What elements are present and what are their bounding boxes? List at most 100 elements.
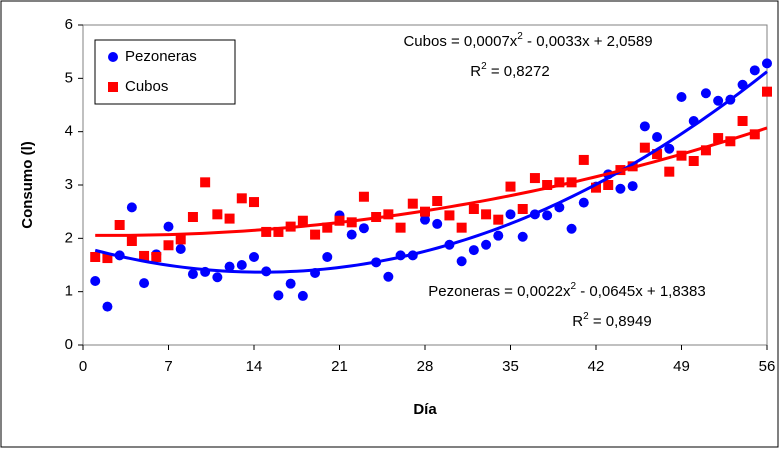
data-point (652, 132, 663, 142)
data-point (639, 142, 650, 153)
data-point (468, 245, 479, 256)
x-tick-label: 14 (246, 358, 263, 375)
data-point (762, 58, 772, 69)
legend-marker (108, 52, 118, 62)
data-point (737, 116, 748, 126)
data-point (383, 271, 394, 282)
data-point (529, 173, 540, 184)
y-tick-label: 0 (65, 336, 73, 353)
data-point (175, 234, 186, 245)
y-tick-label: 2 (65, 229, 73, 246)
data-point (249, 252, 259, 262)
data-point (432, 196, 443, 206)
data-point (310, 229, 321, 240)
data-point (334, 215, 345, 226)
trendline-equation: Cubos = 0,0007x2 - 0,0033x + 2,0589 (403, 31, 652, 50)
trendline-equation-part: 2 (517, 31, 523, 42)
data-point (212, 272, 223, 283)
data-point (102, 301, 113, 312)
data-point (151, 252, 162, 262)
data-point (566, 223, 577, 234)
data-point (639, 121, 650, 132)
data-point (114, 220, 125, 230)
trendline-r2-part: 2 (481, 61, 487, 72)
data-point (749, 129, 760, 140)
data-point (273, 226, 284, 237)
y-axis-title: Consumo (l) (19, 141, 36, 229)
data-point (652, 149, 663, 160)
data-point (554, 177, 565, 188)
data-point (297, 290, 308, 301)
data-point (175, 244, 186, 254)
x-tick-label: 56 (759, 358, 776, 375)
data-point (395, 222, 406, 233)
trendline-r2-part: = 0,8272 (487, 63, 550, 80)
data-point (102, 253, 113, 264)
legend-box (94, 39, 236, 105)
trendline-r2: R2 = 0,8272 (470, 61, 549, 80)
y-tick-label: 4 (65, 123, 73, 140)
data-point (200, 177, 211, 188)
trendline-r2-part: R (470, 63, 481, 80)
data-point (578, 154, 589, 165)
data-point (407, 198, 418, 209)
data-point (126, 236, 137, 246)
data-point (713, 133, 724, 144)
data-point (542, 180, 553, 190)
trendline-r2-part: 2 (583, 311, 589, 322)
data-point (236, 193, 247, 204)
trendline-r2: R2 = 0,8949 (572, 311, 651, 330)
data-point (187, 269, 198, 280)
data-point (346, 229, 357, 240)
x-axis-title: Día (413, 401, 437, 418)
trendline-equation-part: Cubos = 0,0007x (403, 33, 517, 50)
data-point (676, 92, 687, 102)
trendline-equation: Pezoneras = 0,0022x2 - 0,0645x + 1,8383 (428, 281, 705, 300)
data-point (224, 261, 235, 272)
y-tick-label: 5 (65, 69, 73, 86)
data-point (126, 202, 137, 213)
data-point (90, 252, 101, 262)
data-point (432, 218, 443, 229)
data-point (578, 197, 589, 208)
data-point (322, 222, 333, 233)
data-point (627, 181, 638, 192)
data-point (285, 278, 296, 289)
data-point (700, 145, 711, 156)
data-point (358, 191, 369, 202)
data-point (236, 260, 247, 270)
data-point (224, 213, 235, 224)
trendline (95, 126, 768, 237)
data-point (261, 226, 272, 237)
y-tick-label: 1 (65, 283, 73, 300)
data-point (249, 197, 259, 208)
trendline-equation-part: - 0,0645x + 1,8383 (576, 283, 706, 300)
trendline-equation-part: 2 (570, 281, 576, 292)
data-point (297, 215, 308, 226)
data-point (358, 223, 369, 234)
data-point (90, 276, 101, 286)
data-point (505, 209, 516, 220)
data-point (139, 278, 150, 289)
data-point (688, 156, 699, 166)
trendline-equation-part: - 0,0033x + 2,0589 (523, 33, 653, 50)
data-point (456, 256, 467, 267)
y-tick-label: 3 (65, 176, 73, 193)
trendline-equation-part: Pezoneras = 0,0022x (428, 283, 571, 300)
data-point (444, 210, 455, 221)
data-point (163, 240, 174, 251)
x-tick-label: 49 (673, 358, 690, 375)
data-point (420, 214, 430, 225)
data-point (615, 183, 626, 194)
x-tick-label: 28 (417, 358, 434, 375)
x-tick-label: 7 (164, 358, 172, 375)
data-point (468, 204, 479, 214)
data-point (456, 222, 467, 233)
data-point (664, 143, 675, 154)
data-point (212, 209, 223, 220)
data-point (163, 221, 174, 232)
data-point (505, 181, 516, 192)
data-point (517, 204, 528, 214)
data-point (542, 210, 553, 221)
